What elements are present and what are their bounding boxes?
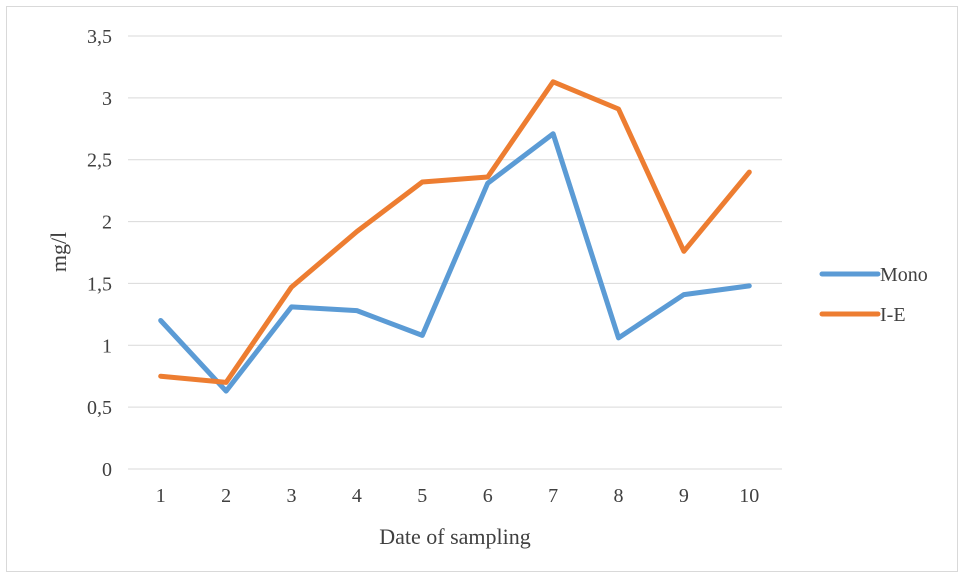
chart-border xyxy=(6,6,958,572)
x-tick-label: 4 xyxy=(352,485,362,507)
x-tick-label: 2 xyxy=(221,485,231,507)
y-tick-label: 3,5 xyxy=(87,26,112,48)
y-tick-label: 1 xyxy=(102,335,112,357)
x-tick-label: 8 xyxy=(614,485,624,507)
y-tick-label: 0,5 xyxy=(87,397,112,419)
y-tick-label: 2,5 xyxy=(87,150,112,172)
y-tick-label: 0 xyxy=(102,459,112,481)
x-tick-label: 9 xyxy=(679,485,689,507)
legend: Mono I-E xyxy=(819,264,928,326)
legend-label-mono: Mono xyxy=(880,264,928,286)
x-tick-label: 10 xyxy=(739,485,759,507)
x-axis-label: Date of sampling xyxy=(379,524,531,549)
series-line-mono xyxy=(158,131,752,394)
y-axis-label: mg/l xyxy=(46,232,71,272)
x-tick-label: 7 xyxy=(548,485,558,507)
x-tick-label: 1 xyxy=(156,485,166,507)
x-tick-label: 6 xyxy=(483,485,493,507)
y-tick-label: 1,5 xyxy=(87,273,112,295)
legend-label-i-e: I-E xyxy=(880,304,906,326)
y-axis-tick-labels: 0 0,5 1 1,5 2 2,5 3 3,5 xyxy=(87,26,112,481)
y-tick-label: 3 xyxy=(102,88,112,110)
series-lines xyxy=(158,79,752,394)
y-tick-label: 2 xyxy=(102,212,112,234)
x-tick-label: 3 xyxy=(287,485,297,507)
series-line-i-e xyxy=(158,79,752,385)
x-tick-label: 5 xyxy=(417,485,427,507)
gridlines xyxy=(128,35,782,470)
x-axis-tick-labels: 1 2 3 4 5 6 7 8 9 10 xyxy=(156,485,760,507)
